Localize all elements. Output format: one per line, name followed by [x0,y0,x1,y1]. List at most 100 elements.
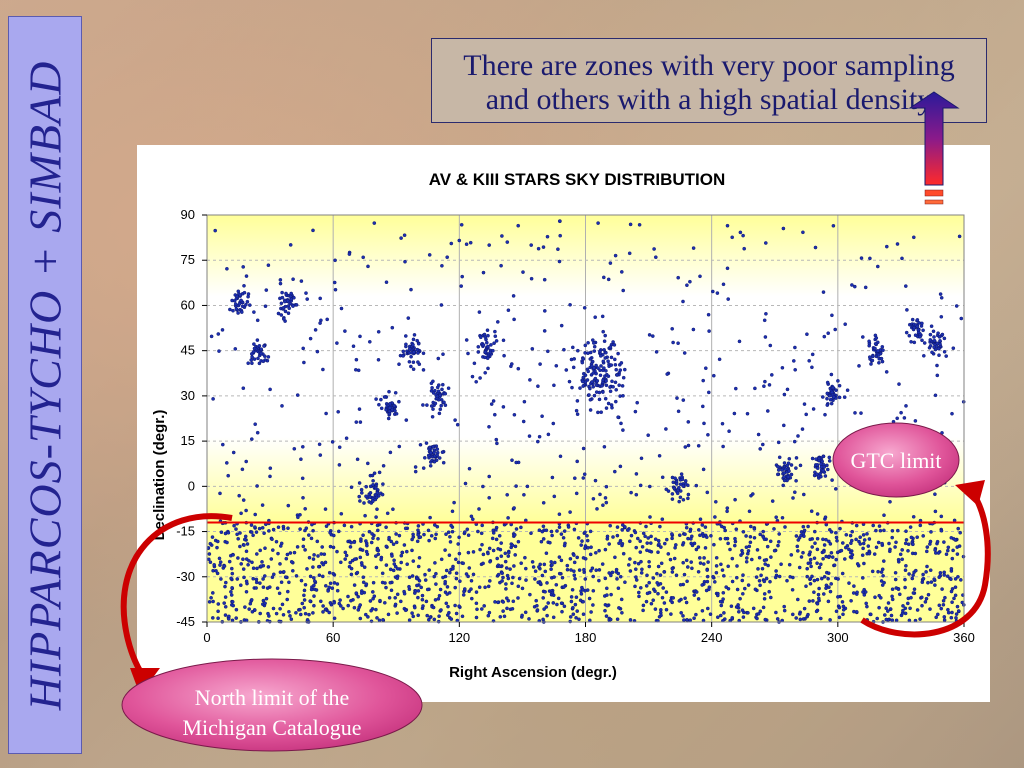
star-point [541,596,546,600]
star-point [714,555,719,560]
star-point [516,539,521,544]
star-point [222,601,226,605]
star-point [678,533,682,538]
star-point [757,555,762,560]
star-point [469,596,474,601]
star-point [949,577,953,582]
star-point [466,533,471,538]
star-point [355,570,360,575]
star-point [257,526,262,531]
star-point [559,601,564,606]
star-point [719,524,724,529]
star-point [560,575,565,580]
star-point [813,541,817,546]
star-point [506,554,511,558]
star-point [542,607,546,611]
star-point [454,576,459,581]
star-point [549,529,554,534]
star-point [608,523,613,528]
star-point [254,577,259,582]
star-point [628,569,633,573]
star-point [690,566,694,571]
star-point [479,607,484,611]
star-point [735,564,739,568]
star-point [703,546,708,550]
star-point [683,596,687,601]
scatter-chart: 0 60 120 180 240 300 3609075604530150-15-30-45… [151,170,975,681]
star-point [847,547,851,552]
star-point [826,599,831,604]
star-point [520,586,525,591]
star-point [812,590,816,595]
star-point [884,606,889,611]
star-point [603,547,608,552]
star-point [637,594,641,599]
star-point [301,544,306,549]
star-point [720,568,725,572]
star-point [491,548,496,553]
star-point [607,542,612,546]
star-point [446,604,450,609]
star-point [815,601,820,606]
star-point [318,599,323,604]
star-point [289,559,294,564]
star-point [279,541,284,546]
star-point [224,580,228,585]
star-point [418,535,423,539]
star-point [796,549,800,553]
star-point [636,590,641,595]
star-point [230,566,234,571]
star-point [896,587,901,592]
star-point [741,573,745,577]
star-point [453,603,457,608]
star-point [719,603,724,608]
michigan-label-line-2: Michigan Catalogue [182,715,361,740]
star-point [307,612,311,617]
star-point [591,588,596,593]
star-point [579,592,584,596]
star-point [882,559,886,563]
star-point [216,602,221,606]
star-point [791,575,795,580]
star-point [906,548,910,553]
star-point [346,594,350,599]
star-point [726,541,730,546]
star-point [393,595,398,600]
star-point [623,525,627,529]
star-point [336,529,341,534]
star-point [415,583,419,588]
star-point [664,607,669,612]
star-point [709,533,713,538]
star-point [664,590,669,594]
star-point [849,598,853,603]
star-point [729,604,734,609]
star-point [568,615,573,619]
star-point [207,552,212,556]
star-point [426,528,431,533]
star-point [544,605,549,609]
star-point [255,552,259,556]
star-point [504,596,509,601]
star-point [794,534,799,538]
star-point [692,616,696,621]
star-point [572,560,577,565]
star-point [328,544,333,549]
star-point [416,528,420,533]
star-point [302,593,306,598]
star-point [579,543,584,547]
star-point [641,531,646,536]
star-point [234,527,238,531]
star-point [844,532,849,537]
star-point [706,606,710,611]
star-point [344,553,349,558]
star-point [252,608,257,612]
star-point [756,611,761,616]
star-point [703,525,708,529]
note-line-2: and others with a high spatial density [485,83,933,116]
star-point [817,586,821,591]
star-point [907,572,911,576]
star-point [369,540,374,545]
star-point [281,612,286,617]
star-point [789,553,794,557]
star-point [211,616,215,620]
